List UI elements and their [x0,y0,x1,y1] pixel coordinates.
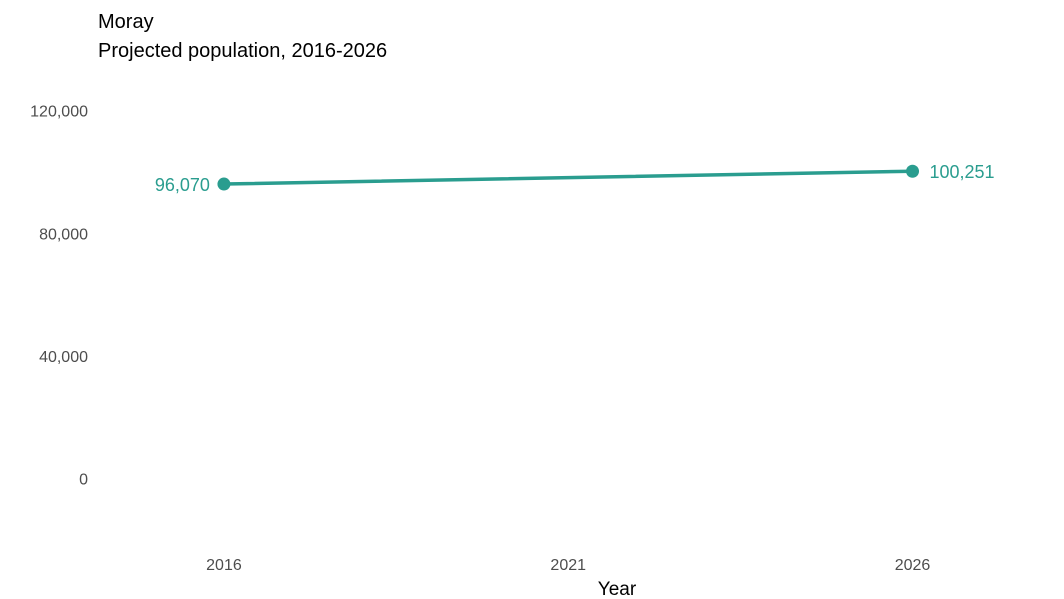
x-tick-label: 2021 [550,557,586,574]
data-label: 100,251 [930,162,995,182]
chart-header: Moray Projected population, 2016-2026 [98,8,387,66]
x-axis-ticks: 2016 2021 2026 [206,557,930,574]
series-group: 96,070 100,251 [155,162,995,195]
y-tick-label: 0 [79,472,88,489]
chart-title: Moray [98,11,154,33]
chart-subtitle: Projected population, 2016-2026 [98,40,388,62]
series-line [222,169,915,186]
y-tick-label: 120,000 [30,104,88,121]
x-tick-label: 2016 [206,557,242,574]
data-point [906,164,920,178]
data-point [217,177,231,191]
y-tick-label: 80,000 [39,226,88,243]
y-axis-ticks: 0 40,000 80,000 120,000 [30,104,88,489]
y-tick-label: 40,000 [39,349,88,366]
x-tick-label: 2026 [895,557,931,574]
data-label: 96,070 [155,175,210,195]
x-axis-title: Year [598,579,637,599]
